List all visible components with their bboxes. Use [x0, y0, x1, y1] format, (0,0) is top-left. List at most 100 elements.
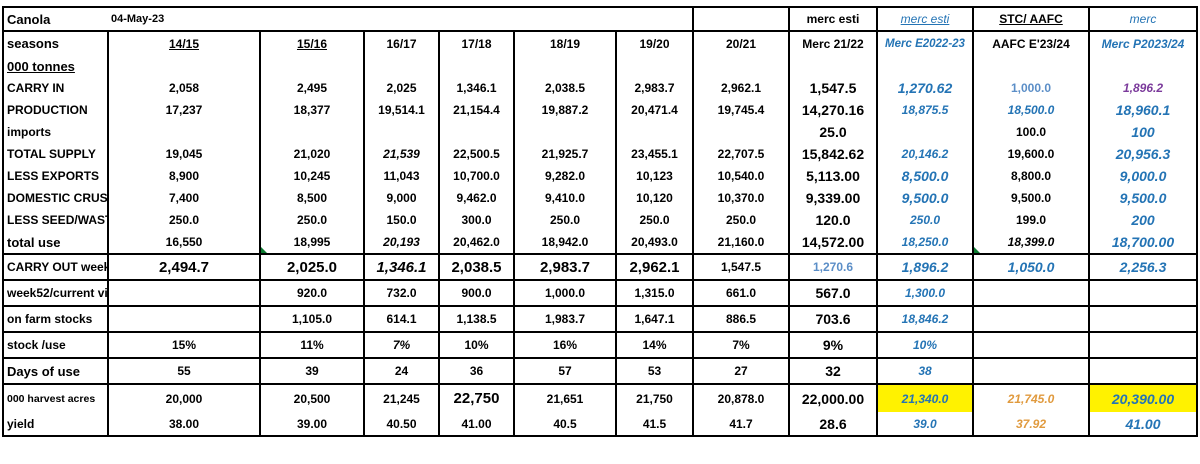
table-cell	[1088, 331, 1198, 358]
table-cell: 39.0	[876, 412, 974, 437]
row-label: stock /use	[2, 331, 109, 358]
table-cell: 150.0	[363, 209, 440, 231]
table-cell: 18,960.1	[1088, 99, 1198, 121]
table-cell: 661.0	[692, 279, 790, 306]
row-label: PRODUCTION	[2, 99, 109, 121]
table-cell: 2,038.5	[438, 253, 515, 280]
table-cell: 2,962.1	[615, 253, 694, 280]
table-cell: 21,020	[259, 143, 365, 165]
table-cell: 1,105.0	[259, 305, 365, 332]
table-cell: 18,875.5	[876, 99, 974, 121]
table-cell: 28.6	[788, 412, 878, 437]
table-cell: 18,500.0	[972, 99, 1090, 121]
season-19-20: 19/20	[615, 30, 694, 55]
table-cell: 100	[1088, 121, 1198, 143]
header-merc-esti-2: merc esti	[876, 6, 974, 31]
table-cell: 20,493.0	[615, 231, 694, 254]
table-cell: 9%	[788, 331, 878, 358]
table-cell	[259, 121, 365, 143]
table-cell: 250.0	[513, 209, 617, 231]
table-cell: 1,547.5	[692, 253, 790, 280]
table-cell: 22,750	[438, 383, 515, 412]
table-cell	[107, 121, 261, 143]
table-cell	[107, 305, 261, 332]
table-cell: 1,300.0	[876, 279, 974, 306]
row-label: week52/current visible	[2, 279, 109, 306]
table-cell: 567.0	[788, 279, 878, 306]
sheet-title: Canola	[2, 6, 108, 31]
table-cell: 2,038.5	[513, 77, 617, 99]
seasons-label: seasons	[2, 30, 109, 55]
title-spacer	[514, 6, 616, 31]
table-cell: 1,647.1	[615, 305, 694, 332]
header-merc-esti: merc esti	[788, 6, 878, 31]
table-cell: 7,400	[107, 187, 261, 209]
table-cell: 20,500	[259, 383, 365, 412]
table-cell: 8,500	[259, 187, 365, 209]
table-cell	[972, 279, 1090, 306]
season-merc-21-22: Merc 21/22	[788, 30, 878, 55]
table-cell: 18,700.00	[1088, 231, 1198, 254]
table-cell: 20,956.3	[1088, 143, 1198, 165]
cell-text: 18,995	[293, 235, 331, 249]
table-row: yield 38.00 39.00 40.50 41.00 40.5 41.5 41.7 28.…	[2, 412, 1198, 437]
row-label: DOMESTIC CRUSH	[2, 187, 109, 209]
table-cell: 11,043	[363, 165, 440, 187]
table-cell: 18,846.2	[876, 305, 974, 332]
table-cell: 10,700.0	[438, 165, 515, 187]
table-cell: 10,123	[615, 165, 694, 187]
table-cell: 9,282.0	[513, 165, 617, 187]
cell-marker-icon	[975, 247, 980, 253]
table-cell: 57	[513, 357, 617, 384]
table-row: CARRY IN 2,058 2,495 2,025 1,346.1 2,038.5 2,9…	[2, 77, 1198, 99]
table-cell: 9,410.0	[513, 187, 617, 209]
balance-table: Canola 04-May-23 merc esti merc esti STC…	[2, 6, 1198, 437]
table-cell: 900.0	[438, 279, 515, 306]
table-cell: 20,878.0	[692, 383, 790, 412]
table-cell: 2,256.3	[1088, 253, 1198, 280]
season-16-17: 16/17	[363, 30, 440, 55]
table-cell: 120.0	[788, 209, 878, 231]
table-cell: 1,547.5	[788, 77, 878, 99]
table-cell	[615, 121, 694, 143]
table-row: PRODUCTION 17,237 18,377 19,514.1 21,154.4 19…	[2, 99, 1198, 121]
table-cell: 19,045	[107, 143, 261, 165]
table-cell: 1,270.6	[788, 253, 878, 280]
title-spacer	[616, 6, 694, 31]
table-cell: 20,146.2	[876, 143, 974, 165]
table-row: Days of use 55 39 24 36 57 53 27 32 38	[2, 357, 1198, 384]
table-cell: 300.0	[438, 209, 515, 231]
table-cell: 24	[363, 357, 440, 384]
title-spacer	[439, 6, 514, 31]
table-cell: 9,500.0	[1088, 187, 1198, 209]
table-cell: 10%	[876, 331, 974, 358]
table-cell: 15,842.62	[788, 143, 878, 165]
table-cell: 10,540.0	[692, 165, 790, 187]
table-cell: 40.50	[363, 412, 440, 437]
table-cell: 9,339.00	[788, 187, 878, 209]
table-cell	[438, 121, 515, 143]
table-cell: 18,942.0	[513, 231, 617, 254]
title-spacer	[260, 6, 364, 31]
table-cell: 21,925.7	[513, 143, 617, 165]
cell-text: 18,399.0	[1007, 235, 1055, 249]
table-cell: 10,120	[615, 187, 694, 209]
sheet-date: 04-May-23	[108, 6, 260, 31]
table-row: total use 16,550 18,995 20,193 20,462.0 18,94…	[2, 231, 1198, 254]
table-cell: 1,346.1	[363, 253, 440, 280]
row-label: yield	[2, 412, 109, 437]
table-cell: 20,462.0	[438, 231, 515, 254]
table-cell: 1,138.5	[438, 305, 515, 332]
cell-marker-icon	[262, 247, 267, 253]
table-cell: 25.0	[788, 121, 878, 143]
season-merc-p2023-24: Merc P2023/24	[1088, 30, 1198, 55]
table-cell: 18,399.0	[972, 231, 1090, 254]
table-cell: 886.5	[692, 305, 790, 332]
table-row: DOMESTIC CRUSH 7,400 8,500 9,000 9,462.0 9,41…	[2, 187, 1198, 209]
season-18-19: 18/19	[513, 30, 617, 55]
table-row: week52/current visible 920.0732.0900.01,0…	[2, 279, 1198, 306]
table-cell: 21,745.0	[972, 383, 1090, 412]
season-aafc-e23-24: AAFC E'23/24	[972, 30, 1090, 55]
table-cell: 16,550	[107, 231, 261, 254]
season-20-21: 20/21	[692, 30, 790, 55]
